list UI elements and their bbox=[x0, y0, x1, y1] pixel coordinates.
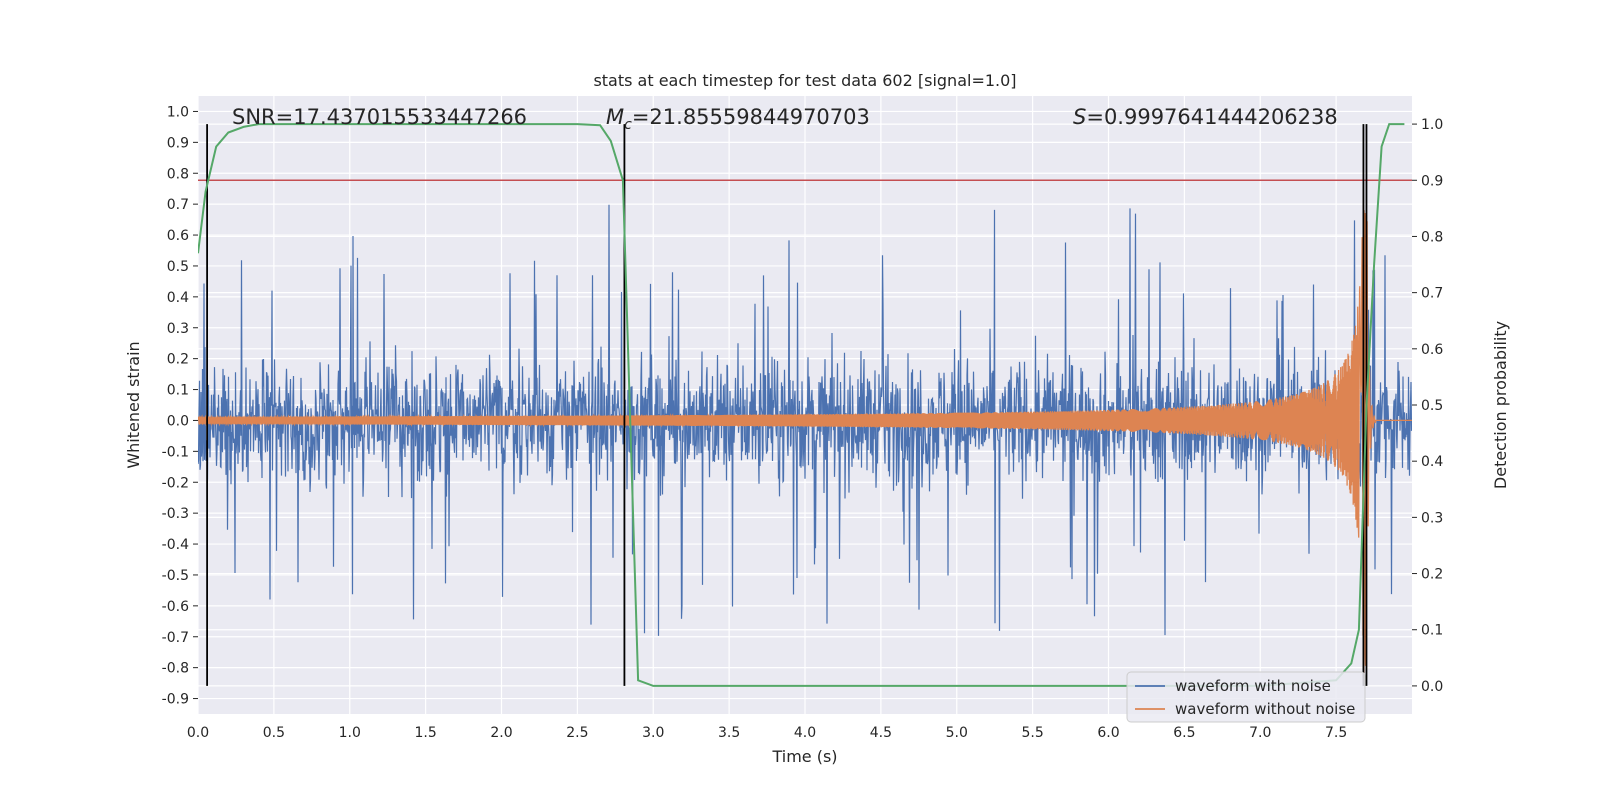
chart-title: stats at each timestep for test data 602… bbox=[593, 71, 1016, 90]
legend-box bbox=[1126, 671, 1366, 723]
x-axis-label: Time (s) bbox=[771, 747, 837, 766]
x-tick-label: 6.5 bbox=[1173, 725, 1195, 741]
y-axis-label: Whitened strain bbox=[124, 341, 143, 468]
y2-tick-label: 0.6 bbox=[1421, 342, 1443, 358]
y-tick-label: 0.8 bbox=[167, 166, 189, 182]
y-tick-label: 0.9 bbox=[167, 135, 189, 151]
y2-tick-label: 1.0 bbox=[1421, 117, 1443, 133]
y2-tick-label: 0.9 bbox=[1421, 173, 1443, 189]
x-tick-label: 1.0 bbox=[339, 725, 361, 741]
y-tick-label: 0.6 bbox=[167, 228, 189, 244]
score-value: =0.9997641444206238 bbox=[1086, 105, 1337, 129]
y-tick-label: 0.4 bbox=[167, 290, 189, 306]
series-waveform-without-noise bbox=[198, 189, 1412, 683]
y2-tick-label: 0.8 bbox=[1421, 229, 1443, 245]
y2-tick-label: 0.0 bbox=[1421, 679, 1443, 695]
y-tick-label: 0.1 bbox=[167, 383, 189, 399]
y-tick-label: 0.3 bbox=[167, 321, 189, 337]
x-tick-label: 7.0 bbox=[1249, 725, 1271, 741]
y2-tick-label: 0.1 bbox=[1421, 623, 1443, 639]
y-tick-label: -0.5 bbox=[162, 568, 189, 584]
chirp-mass-annotation: Mc=21.85559844970703 bbox=[606, 105, 870, 133]
x-tick-label: 0.5 bbox=[263, 725, 285, 741]
x-tick-label: 4.5 bbox=[870, 725, 892, 741]
y-tick-label: 0.7 bbox=[167, 197, 189, 213]
x-tick-label: 3.0 bbox=[642, 725, 664, 741]
x-tick-label: 3.5 bbox=[718, 725, 740, 741]
x-tick-label: 5.5 bbox=[1021, 725, 1043, 741]
y-tick-label: -0.1 bbox=[162, 444, 189, 460]
snr-annotation: SNR=17.437015533447266 bbox=[232, 105, 527, 129]
y-tick-label: -0.2 bbox=[162, 475, 189, 491]
score-annotation: S=0.9997641444206238 bbox=[1073, 105, 1338, 129]
y-tick-label: 0.0 bbox=[167, 413, 189, 429]
chirp-mass-value: =21.85559844970703 bbox=[632, 105, 870, 129]
y2-tick-label: 0.3 bbox=[1421, 510, 1443, 526]
y2-tick-label: 0.2 bbox=[1421, 567, 1443, 583]
y-tick-label: -0.6 bbox=[162, 599, 189, 615]
series-detection-probability bbox=[198, 123, 1405, 687]
chirp-mass-symbol: M bbox=[606, 105, 624, 129]
plot-content bbox=[198, 123, 1412, 687]
x-tick-label: 1.5 bbox=[414, 725, 436, 741]
x-tick-label: 4.0 bbox=[794, 725, 816, 741]
chirp-mass-subscript: c bbox=[624, 117, 632, 133]
y-tick-label: 1.0 bbox=[167, 104, 189, 120]
y2-tick-label: 0.7 bbox=[1421, 286, 1443, 302]
y-tick-label: -0.7 bbox=[162, 630, 189, 646]
x-tick-label: 6.0 bbox=[1097, 725, 1119, 741]
y2-tick-label: 0.5 bbox=[1421, 398, 1443, 414]
y-tick-label: -0.9 bbox=[162, 692, 189, 708]
y-tick-label: 0.2 bbox=[167, 352, 189, 368]
legend: waveform with noise waveform without nois… bbox=[1126, 671, 1366, 723]
x-tick-label: 2.0 bbox=[490, 725, 512, 741]
y-tick-label: -0.8 bbox=[162, 661, 189, 677]
y-tick-label: 0.5 bbox=[167, 259, 189, 275]
y2-axis-label: Detection probability bbox=[1491, 321, 1510, 489]
score-symbol: S bbox=[1073, 105, 1086, 129]
x-tick-label: 2.5 bbox=[566, 725, 588, 741]
legend-label: waveform with noise bbox=[1175, 677, 1331, 695]
x-tick-label: 0.0 bbox=[187, 725, 209, 741]
x-tick-label: 5.0 bbox=[946, 725, 968, 741]
y-tick-label: -0.3 bbox=[162, 506, 189, 522]
ticks: 0.0 0.5 1.0 1.5 2.0 2.5 3.0 3.5 4.0 4.5 5.0 5.5 6.0 6… bbox=[162, 104, 1444, 741]
legend-label: waveform without noise bbox=[1175, 700, 1355, 718]
x-tick-label: 7.5 bbox=[1325, 725, 1347, 741]
y2-tick-label: 0.4 bbox=[1421, 454, 1443, 470]
y-tick-label: -0.4 bbox=[162, 537, 189, 553]
grid bbox=[197, 96, 1412, 714]
